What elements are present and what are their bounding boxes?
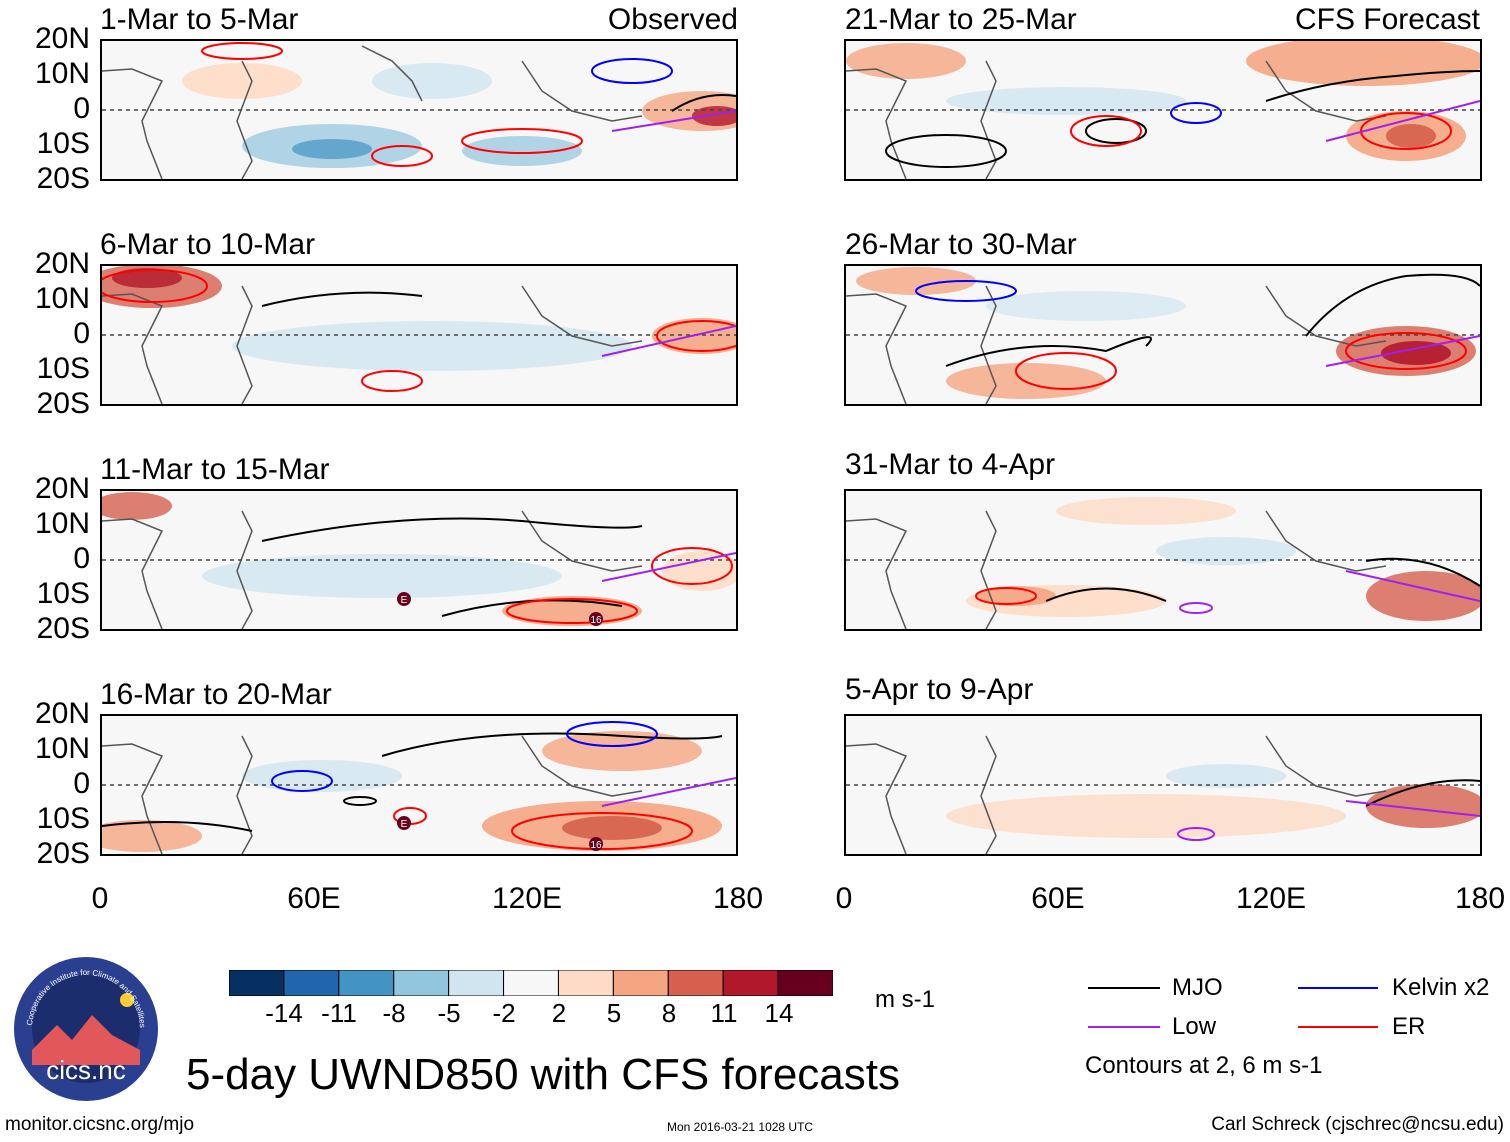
colorbar-swatch bbox=[448, 969, 505, 997]
colorbar-tick-label: 2 bbox=[551, 998, 567, 1028]
footer-url: monitor.cicsnc.org/mjo bbox=[5, 1114, 195, 1135]
panel-title: 21-Mar to 25-Mar bbox=[845, 3, 1077, 36]
lat-tick-label: 0 bbox=[73, 542, 90, 575]
panel-title: 6-Mar to 10-Mar bbox=[100, 228, 316, 261]
colorbar-swatch bbox=[722, 969, 779, 997]
lat-tick-label: 0 bbox=[73, 317, 90, 350]
legend-line-low bbox=[1088, 1026, 1160, 1028]
colorbar-swatch bbox=[393, 969, 450, 997]
panel-title: 1-Mar to 5-Mar bbox=[100, 3, 299, 36]
lat-tick-label: 10N bbox=[34, 57, 90, 90]
storm-marker-icon bbox=[589, 837, 603, 851]
map-panel: E 16 bbox=[100, 489, 738, 631]
map-panel bbox=[844, 489, 1482, 631]
colorbar-tick-label: -2 bbox=[492, 998, 516, 1028]
lat-tick-label: 20N bbox=[34, 472, 90, 505]
lat-tick-label: 10S bbox=[36, 802, 90, 835]
colorbar-swatch bbox=[612, 969, 669, 997]
footer-author: Carl Schreck (cjschrec@ncsu.edu) bbox=[1211, 1114, 1504, 1135]
footer-timestamp: Mon 2016-03-21 1028 UTC bbox=[667, 1120, 814, 1134]
legend-note: Contours at 2, 6 m s-1 bbox=[1085, 1052, 1323, 1079]
lon-tick-label: 120E bbox=[1235, 882, 1307, 915]
cics-logo: Cooperative Institute for Climate and Sa… bbox=[12, 955, 160, 1103]
panel-title: 16-Mar to 20-Mar bbox=[100, 678, 332, 711]
colorbar-swatch bbox=[777, 969, 834, 997]
colorbar-tick-label: 8 bbox=[661, 998, 677, 1028]
colorbar-units: m s-1 bbox=[875, 986, 935, 1013]
sun-icon bbox=[120, 993, 134, 1007]
legend-label-mjo: MJO bbox=[1172, 974, 1223, 1001]
lon-tick-label: 0 bbox=[91, 882, 109, 915]
legend-line-kelvin bbox=[1298, 987, 1378, 989]
lat-tick-label: 10N bbox=[34, 282, 90, 315]
panel-title: 5-Apr to 9-Apr bbox=[845, 673, 1034, 706]
colorbar-tick-label: -14 bbox=[265, 998, 303, 1028]
lon-tick-label: 180 bbox=[712, 882, 764, 915]
lat-tick-label: 20S bbox=[36, 387, 90, 420]
colorbar-tick-label: -11 bbox=[321, 998, 357, 1028]
storm-marker-icon bbox=[397, 816, 411, 830]
colorbar-swatch bbox=[667, 969, 724, 997]
lon-tick-label: 60E bbox=[1031, 882, 1085, 915]
map-panel bbox=[844, 39, 1482, 181]
colorbar-tick-label: 5 bbox=[606, 998, 622, 1028]
svg-text:E: E bbox=[401, 595, 408, 606]
colorbar-tick-label: 11 bbox=[710, 998, 738, 1028]
panel-label: CFS Forecast bbox=[1294, 3, 1480, 36]
lat-tick-label: 20S bbox=[36, 162, 90, 195]
legend-label-low: Low bbox=[1172, 1013, 1217, 1040]
lat-tick-label: 0 bbox=[73, 767, 90, 800]
panel-title: 31-Mar to 4-Apr bbox=[845, 448, 1056, 481]
legend-line-er bbox=[1298, 1026, 1378, 1028]
colorbar-tick-label: -5 bbox=[437, 998, 461, 1028]
lon-tick-label: 0 bbox=[835, 882, 853, 915]
main-title: 5-day UWND850 with CFS forecasts bbox=[186, 1050, 900, 1099]
map-panel bbox=[100, 264, 738, 406]
panel-label: Observed bbox=[607, 3, 738, 36]
lat-tick-label: 20S bbox=[36, 612, 90, 645]
lon-tick-label: 180 bbox=[1454, 882, 1506, 915]
colorbar-swatch bbox=[338, 969, 395, 997]
storm-marker-icon bbox=[397, 592, 411, 606]
lat-tick-label: 10N bbox=[34, 507, 90, 540]
colorbar bbox=[228, 969, 834, 997]
svg-text:16: 16 bbox=[590, 615, 602, 626]
colorbar-tick-label: 14 bbox=[764, 998, 794, 1028]
lat-tick-label: 10S bbox=[36, 352, 90, 385]
colorbar-swatch bbox=[557, 969, 614, 997]
map-panel bbox=[100, 39, 738, 181]
map-panel bbox=[844, 714, 1482, 856]
lat-tick-label: 10S bbox=[36, 577, 90, 610]
svg-text:cics.nc: cics.nc bbox=[46, 1055, 125, 1085]
lat-tick-label: 10S bbox=[36, 127, 90, 160]
colorbar-tick-label: -8 bbox=[382, 998, 406, 1028]
lon-tick-label: 120E bbox=[491, 882, 563, 915]
map-panel: E 16 bbox=[100, 714, 738, 856]
lat-tick-label: 20N bbox=[34, 697, 90, 730]
lat-tick-label: 0 bbox=[73, 92, 90, 125]
lat-tick-label: 20S bbox=[36, 837, 90, 870]
legend-label-er: ER bbox=[1392, 1013, 1426, 1040]
legend-label-kelvin: Kelvin x2 bbox=[1392, 974, 1490, 1001]
svg-text:E: E bbox=[401, 819, 408, 830]
lon-tick-label: 60E bbox=[287, 882, 341, 915]
lat-tick-label: 20N bbox=[34, 247, 90, 280]
colorbar-swatch bbox=[503, 969, 559, 997]
map-panel bbox=[844, 264, 1482, 406]
svg-text:16: 16 bbox=[590, 840, 602, 851]
colorbar-swatch bbox=[228, 969, 285, 997]
colorbar-swatch bbox=[283, 969, 340, 997]
lat-tick-label: 20N bbox=[34, 22, 90, 55]
panel-title: 11-Mar to 15-Mar bbox=[100, 453, 330, 486]
legend-line-mjo bbox=[1088, 987, 1160, 989]
storm-marker-icon bbox=[589, 612, 603, 626]
panel-title: 26-Mar to 30-Mar bbox=[845, 228, 1077, 261]
lat-tick-label: 10N bbox=[34, 732, 90, 765]
